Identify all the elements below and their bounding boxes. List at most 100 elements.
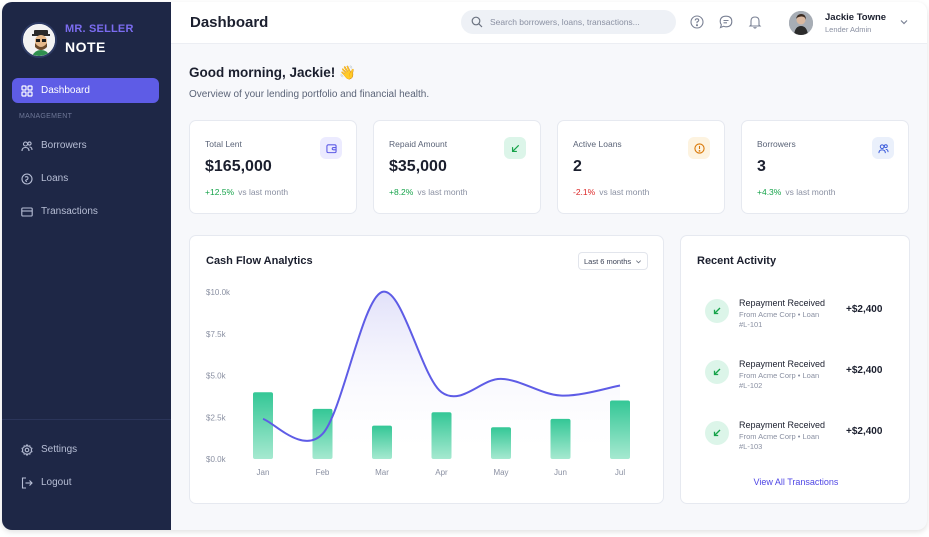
bar	[550, 418, 571, 459]
stat-value: 2	[573, 158, 582, 175]
sidebar-item-settings[interactable]: Settings	[12, 437, 159, 462]
sidebar-item-loans[interactable]: Loans	[12, 166, 159, 191]
sidebar-item-transactions[interactable]: Transactions	[12, 199, 159, 224]
stat-change: +4.3% vs last month	[757, 187, 835, 197]
stat-value: 3	[757, 158, 766, 175]
x-tick-label: Jun	[554, 468, 567, 477]
users-icon	[21, 140, 33, 151]
x-tick-label: May	[493, 468, 508, 477]
chat-icon[interactable]	[719, 15, 733, 29]
app-window: MR. SELLER NOTE Dashboard MANAGEMENT Bor…	[2, 2, 927, 530]
stat-card-repaid-amount[interactable]: Repaid Amount $35,000 +8.2% vs last month	[373, 120, 541, 214]
y-tick-label: $10.0k	[206, 288, 231, 297]
activity-item-amount: +$2,400	[846, 426, 883, 437]
stat-label: Borrowers	[757, 139, 796, 149]
bar	[491, 427, 511, 459]
stat-value: $35,000	[389, 158, 447, 175]
stat-change-context: vs last month	[417, 187, 468, 197]
chart-title: Cash Flow Analytics	[206, 255, 313, 267]
greeting-title: Good morning, Jackie! 👋	[189, 65, 356, 80]
search-box[interactable]	[461, 10, 676, 34]
arrow-down-left-icon	[504, 137, 526, 159]
view-all-transactions-link[interactable]: View All Transactions	[753, 477, 839, 487]
bar	[253, 392, 273, 459]
user-name[interactable]: Jackie Towne	[825, 12, 887, 23]
sidebar: MR. SELLER NOTE Dashboard MANAGEMENT Bor…	[2, 2, 171, 530]
brand-name-top: MR. SELLER	[65, 23, 134, 35]
brand-logo[interactable]	[21, 22, 57, 58]
activity-item-amount: +$2,400	[846, 304, 883, 315]
chevron-down-icon	[636, 259, 642, 263]
cash-flow-chart: $0.0k $2.5k $5.0k $7.5k $10.0k Jan Feb Mar Apr M…	[206, 288, 630, 477]
sidebar-item-label: Settings	[41, 444, 78, 455]
stat-card-total-lent[interactable]: Total Lent $165,000 +12.5% vs last month	[189, 120, 357, 214]
search-icon	[471, 16, 483, 28]
activity-title: Recent Activity	[697, 255, 777, 267]
coins-icon	[21, 172, 33, 185]
line-area	[263, 291, 620, 459]
stat-value: $165,000	[205, 158, 272, 175]
activity-item-amount: +$2,400	[846, 365, 883, 376]
activity-item-title: Repayment Received	[739, 298, 826, 308]
x-tick-label: Jul	[615, 468, 625, 477]
gear-icon	[21, 443, 33, 456]
activity-item-title: Repayment Received	[739, 359, 826, 369]
x-tick-label: Apr	[435, 468, 448, 477]
sidebar-item-dashboard[interactable]: Dashboard	[12, 78, 159, 103]
stat-card-active-loans[interactable]: Active Loans 2 -2.1% vs last month	[557, 120, 725, 214]
x-tick-label: Jan	[257, 468, 270, 477]
y-tick-label: $0.0k	[206, 455, 227, 464]
stat-change-context: vs last month	[599, 187, 650, 197]
arrow-down-left-icon	[705, 421, 729, 445]
users-icon	[872, 137, 894, 159]
stat-change-value: +12.5%	[205, 187, 235, 197]
arrow-down-left-icon	[705, 299, 729, 323]
stat-change: -2.1% vs last month	[573, 187, 649, 197]
section-label-management: MANAGEMENT	[19, 113, 73, 120]
user-role: Lender Admin	[825, 25, 872, 34]
arrow-down-left-icon	[705, 360, 729, 384]
activity-item-subtitle: From Acme Corp • Loan #L-101	[739, 310, 820, 329]
alert-circle-icon	[688, 137, 710, 159]
help-icon[interactable]	[690, 15, 704, 29]
sidebar-item-borrowers[interactable]: Borrowers	[12, 133, 159, 158]
stat-change: +12.5% vs last month	[205, 187, 288, 197]
stat-label: Active Loans	[573, 139, 622, 149]
stat-label: Repaid Amount	[389, 139, 448, 149]
y-tick-label: $7.5k	[206, 330, 227, 339]
stat-change-value: +4.3%	[757, 187, 782, 197]
chevron-down-icon[interactable]	[899, 17, 909, 27]
stat-change-context: vs last month	[785, 187, 836, 197]
sidebar-item-label: Logout	[41, 477, 72, 488]
stat-label: Total Lent	[205, 139, 242, 149]
search-input[interactable]	[490, 17, 660, 27]
greeting-subtitle: Overview of your lending portfolio and f…	[189, 89, 430, 100]
series-line	[262, 290, 621, 442]
activity-item[interactable]: Repayment Received From Acme Corp • Loan…	[681, 420, 911, 460]
sidebar-item-logout[interactable]: Logout	[12, 470, 159, 495]
stat-change-value: +8.2%	[389, 187, 414, 197]
top-bar: Dashboard Jackie Towne Lender Admi	[171, 2, 927, 44]
bar	[372, 425, 392, 459]
activity-item[interactable]: Repayment Received From Acme Corp • Loan…	[681, 359, 911, 399]
activity-item-subtitle: From Acme Corp • Loan #L-103	[739, 432, 820, 451]
sidebar-item-label: Dashboard	[41, 85, 90, 96]
activity-item[interactable]: Repayment Received From Acme Corp • Loan…	[681, 298, 911, 338]
card-icon	[21, 206, 33, 217]
range-select[interactable]: Last 6 months	[578, 252, 648, 270]
y-tick-label: $2.5k	[206, 413, 227, 422]
x-tick-label: Mar	[375, 468, 389, 477]
avatar[interactable]	[789, 11, 813, 35]
activity-item-title: Repayment Received	[739, 420, 826, 430]
y-tick-label: $5.0k	[206, 372, 227, 381]
bell-icon[interactable]	[748, 15, 762, 29]
sidebar-item-label: Transactions	[41, 206, 98, 217]
recent-activity-card: Recent Activity Repayment Received From …	[680, 235, 910, 504]
stat-card-borrowers[interactable]: Borrowers 3 +4.3% vs last month	[741, 120, 909, 214]
bar	[610, 400, 630, 459]
bar	[431, 412, 452, 459]
stat-change-value: -2.1%	[573, 187, 596, 197]
activity-item-subtitle: From Acme Corp • Loan #L-102	[739, 371, 820, 390]
logout-icon	[21, 476, 33, 489]
sidebar-divider	[2, 419, 171, 420]
